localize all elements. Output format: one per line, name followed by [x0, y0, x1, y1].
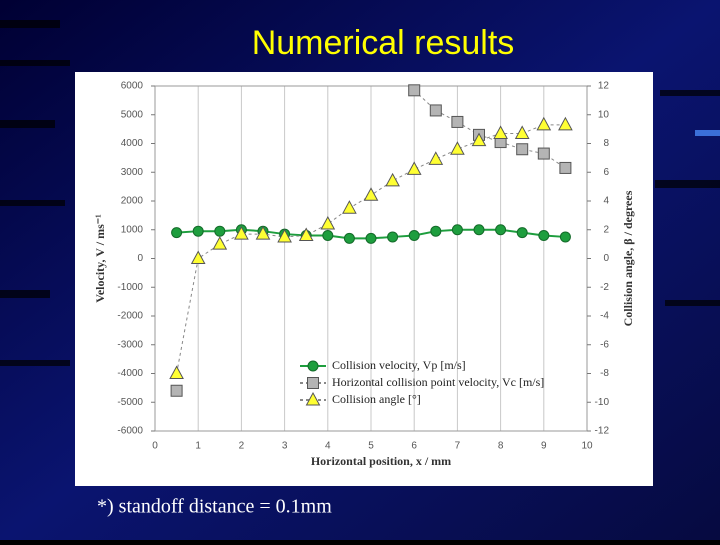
x-tick-label: 10 [581, 441, 593, 452]
x-tick-label: 4 [325, 441, 331, 452]
point [365, 232, 377, 244]
y2-tick-label: -12 [595, 426, 610, 437]
y-tick-label: -5000 [117, 397, 143, 408]
y2-tick-label: 2 [603, 224, 609, 235]
legend-marker [307, 377, 319, 389]
legend-label: Collision angle [°] [332, 392, 421, 406]
x-tick-label: 9 [541, 441, 547, 452]
point [363, 187, 379, 201]
point [430, 225, 442, 237]
y-tick-label: 2000 [121, 196, 144, 207]
y-tick-label: 5000 [121, 109, 144, 120]
chart-area [75, 72, 653, 486]
point [277, 228, 292, 243]
point [322, 230, 334, 241]
point [387, 231, 399, 243]
x-tick-label: 7 [455, 441, 461, 452]
legend-marker [305, 391, 321, 406]
footnote: *) standoff distance = 0.1mm [97, 496, 332, 518]
y-tick-label: 4000 [121, 138, 144, 149]
point [514, 125, 530, 139]
point [428, 151, 444, 165]
decor [0, 20, 720, 366]
series-line [413, 89, 566, 169]
point [516, 143, 529, 156]
y2-axis-label: Collision angle, β / degrees [621, 190, 635, 326]
y2-tick-label: -4 [600, 311, 609, 322]
point [212, 236, 228, 250]
point [169, 365, 184, 379]
y2-tick-label: -8 [600, 368, 609, 379]
x-tick-label: 5 [368, 441, 374, 452]
y2-tick-label: 6 [603, 167, 609, 178]
point [536, 116, 552, 131]
y-tick-label: 1000 [121, 224, 144, 235]
y-tick-label: 6000 [121, 81, 144, 92]
point [538, 230, 550, 241]
y2-tick-label: -6 [600, 339, 609, 350]
y2-tick-label: -10 [595, 397, 610, 408]
point [429, 104, 442, 117]
point [190, 250, 206, 264]
x-tick-label: 0 [152, 441, 158, 452]
y-tick-label: -1000 [117, 282, 143, 293]
y-tick-label: -6000 [117, 426, 143, 437]
point [298, 227, 314, 241]
point [214, 225, 226, 237]
y2-tick-label: 12 [598, 81, 610, 92]
point [473, 224, 485, 236]
point [343, 232, 355, 244]
y-tick-label: 0 [137, 253, 143, 264]
point [471, 132, 487, 147]
y2-tick-label: 10 [598, 109, 610, 120]
x-tick-label: 8 [498, 441, 504, 452]
point [192, 225, 204, 237]
point [559, 161, 572, 174]
y-tick-label: -3000 [117, 339, 143, 350]
legend-label: Collision velocity, Vp [m/s] [332, 358, 466, 372]
x-axis-label: Horizontal position, x / mm [311, 454, 451, 468]
x-tick-label: 6 [411, 441, 417, 452]
point [493, 125, 508, 139]
x-tick-label: 2 [239, 441, 245, 452]
slide-title: Numerical results [252, 24, 515, 62]
point [342, 200, 357, 214]
y2-tick-label: 8 [603, 138, 609, 149]
y2-tick-label: 0 [603, 253, 609, 264]
point [406, 161, 422, 175]
point [171, 227, 183, 239]
y-tick-label: -2000 [117, 311, 143, 322]
point [234, 226, 249, 240]
point [385, 172, 400, 187]
point [495, 224, 507, 236]
point [408, 230, 420, 241]
y-axis-label: Velocity, V / ms⁻¹ [93, 214, 107, 303]
point [516, 227, 528, 239]
x-tick-label: 1 [195, 441, 201, 452]
y2-tick-label: 4 [603, 196, 609, 207]
legend-label: Horizontal collision point velocity, Vc … [332, 375, 544, 389]
point [170, 384, 183, 397]
point [408, 84, 421, 97]
point [559, 231, 571, 243]
point [537, 147, 550, 160]
point [451, 115, 464, 128]
y2-tick-label: -2 [600, 282, 609, 293]
point [450, 141, 465, 155]
point [320, 215, 336, 230]
point [558, 116, 573, 131]
point [451, 224, 463, 236]
x-tick-label: 3 [282, 441, 288, 452]
y-tick-label: -4000 [117, 368, 143, 379]
legend-marker [307, 360, 319, 372]
y-tick-label: 3000 [121, 167, 144, 178]
decor-accent [695, 130, 720, 136]
point [255, 226, 271, 240]
